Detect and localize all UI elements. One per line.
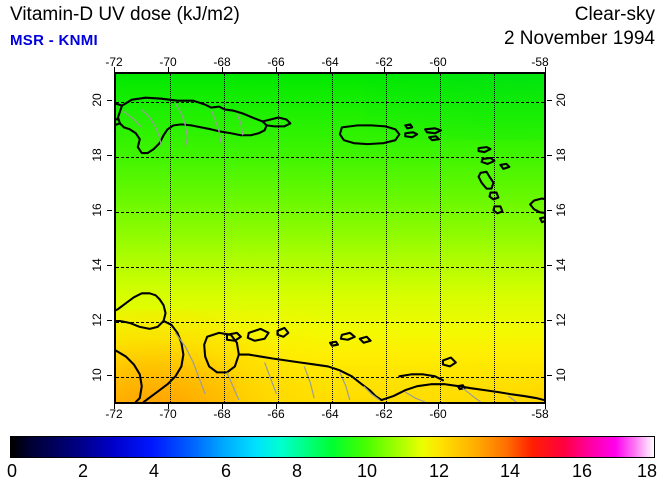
xtick-bottom-5: -62 <box>375 407 393 421</box>
tickmark-bottom-4 <box>330 404 331 409</box>
tickmark-right-0 <box>547 100 552 101</box>
colorbar-tick-9: 18 <box>637 461 658 481</box>
xtick-top-0: -72 <box>105 55 123 69</box>
tickmark-bottom-6 <box>438 404 439 409</box>
colorbar-tick-4: 8 <box>292 461 303 481</box>
tickmark-top-5 <box>384 67 385 72</box>
tickmark-bottom-2 <box>222 404 223 409</box>
tickmark-top-4 <box>330 67 331 72</box>
ytick-left-0: 20 <box>90 93 104 107</box>
tickmark-left-1 <box>107 155 112 156</box>
tickmark-right-3 <box>547 265 552 266</box>
chart-header: Vitamin-D UV dose (kJ/m2) MSR - KNMI Cle… <box>0 0 665 52</box>
tickmark-top-3 <box>276 67 277 72</box>
ytick-left-4: 12 <box>90 313 104 327</box>
xtick-bottom-4: -64 <box>321 407 339 421</box>
colorbar-tick-1: 2 <box>78 461 89 481</box>
ytick-right-5: 10 <box>554 368 568 382</box>
xtick-top-5: -62 <box>375 55 393 69</box>
tickmark-right-2 <box>547 210 552 211</box>
tickmark-left-2 <box>107 210 112 211</box>
uv-dose-hotspot-south <box>235 362 536 402</box>
xtick-top-2: -68 <box>213 55 231 69</box>
tickmark-left-3 <box>107 265 112 266</box>
ytick-right-2: 16 <box>554 203 568 217</box>
ytick-right-4: 12 <box>554 313 568 327</box>
tickmark-bottom-5 <box>384 404 385 409</box>
tickmark-bottom-1 <box>168 404 169 409</box>
xtick-top-7: -58 <box>531 55 549 69</box>
tickmark-right-4 <box>547 320 552 321</box>
coastline-overlay <box>116 96 544 402</box>
colorbar-gradient <box>10 436 655 458</box>
tickmark-bottom-0 <box>114 404 115 409</box>
tickmark-top-2 <box>222 67 223 72</box>
colorbar-tick-7: 14 <box>500 461 521 481</box>
colorbar-tick-5: 10 <box>357 461 378 481</box>
ytick-left-5: 10 <box>90 368 104 382</box>
tickmark-left-4 <box>107 320 112 321</box>
xtick-top-6: -60 <box>429 55 447 69</box>
colorbar-tick-0: 0 <box>7 461 18 481</box>
tickmark-left-0 <box>107 100 112 101</box>
xtick-bottom-3: -66 <box>267 407 285 421</box>
colorbar-tick-8: 16 <box>572 461 593 481</box>
ytick-left-1: 18 <box>90 148 104 162</box>
tickmark-right-5 <box>547 375 552 376</box>
tickmark-right-1 <box>547 155 552 156</box>
ytick-left-2: 16 <box>90 203 104 217</box>
xtick-bottom-1: -70 <box>159 407 177 421</box>
date-label: 2 November 1994 <box>503 28 655 49</box>
xtick-top-1: -70 <box>159 55 177 69</box>
tickmark-top-0 <box>114 67 115 72</box>
xtick-bottom-7: -58 <box>531 407 549 421</box>
colorbar-tick-6: 12 <box>429 461 450 481</box>
page-title: Vitamin-D UV dose (kJ/m2) <box>10 4 240 25</box>
ytick-left-3: 14 <box>90 258 104 272</box>
data-source-label: MSR - KNMI <box>10 32 98 49</box>
xtick-bottom-2: -68 <box>213 407 231 421</box>
tickmark-left-5 <box>107 375 112 376</box>
tickmark-top-7 <box>545 67 546 72</box>
colorbar <box>10 436 655 458</box>
map-plot <box>114 72 546 404</box>
colorbar-tick-3: 6 <box>221 461 232 481</box>
colorbar-tick-2: 4 <box>149 461 160 481</box>
tickmark-top-1 <box>168 67 169 72</box>
ytick-right-1: 18 <box>554 148 568 162</box>
sky-condition-label: Clear-sky <box>574 4 655 25</box>
ytick-right-3: 14 <box>554 258 568 272</box>
ytick-right-0: 20 <box>554 93 568 107</box>
xtick-top-3: -66 <box>267 55 285 69</box>
tickmark-bottom-3 <box>276 404 277 409</box>
tickmark-top-6 <box>438 67 439 72</box>
tickmark-bottom-7 <box>545 404 546 409</box>
xtick-top-4: -64 <box>321 55 339 69</box>
xtick-bottom-0: -72 <box>105 407 123 421</box>
xtick-bottom-6: -60 <box>429 407 447 421</box>
plot-frame <box>114 72 546 404</box>
